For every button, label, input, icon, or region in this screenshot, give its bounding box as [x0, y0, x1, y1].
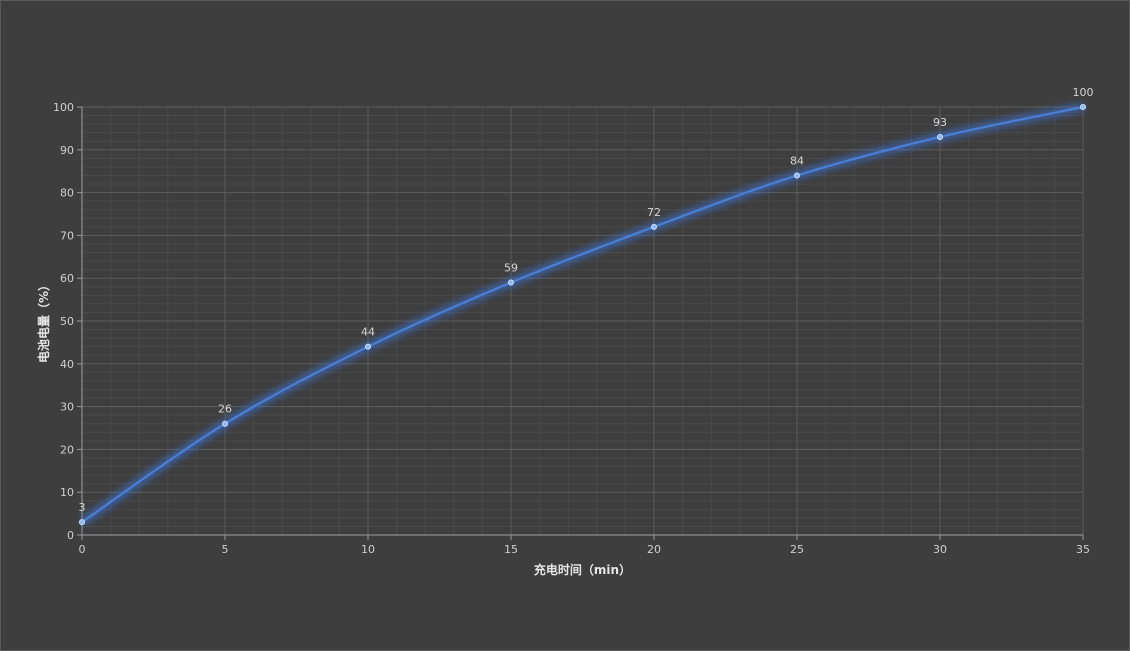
- y-tick-labels: 0 10 20 30 40 50 60 70 80 90 100: [53, 101, 74, 542]
- data-label: 72: [647, 206, 661, 219]
- x-tick-label: 20: [647, 543, 661, 556]
- x-tick-label: 25: [790, 543, 804, 556]
- y-tick-label: 80: [60, 187, 74, 200]
- data-labels: 3 26 44 59 72 84 93 100: [79, 86, 1094, 514]
- data-label: 59: [504, 261, 518, 274]
- series-group: [79, 102, 1087, 526]
- y-tick-label: 60: [60, 272, 74, 285]
- x-tick-labels: 0 5 10 15 20 25 30 35: [79, 543, 1091, 556]
- y-tick-label: 20: [60, 443, 74, 456]
- y-tick-label: 70: [60, 229, 74, 242]
- data-point: [79, 519, 86, 526]
- data-label: 3: [79, 501, 86, 514]
- data-point: [651, 223, 658, 230]
- major-grid: [81, 106, 1084, 536]
- y-axis-title: 电池电量（%）: [36, 279, 51, 363]
- x-tick-label: 35: [1076, 543, 1090, 556]
- data-label: 93: [933, 116, 947, 129]
- x-tick-label: 0: [79, 543, 86, 556]
- data-point: [221, 420, 228, 427]
- y-tick-label: 40: [60, 358, 74, 371]
- x-axis-title: 充电时间（min）: [534, 562, 631, 577]
- y-tick-label: 90: [60, 144, 74, 157]
- data-point: [507, 279, 514, 286]
- series-line: [81, 105, 1084, 524]
- data-point: [1080, 104, 1087, 111]
- x-tick-label: 15: [504, 543, 518, 556]
- x-tick-label: 10: [361, 543, 375, 556]
- y-tick-label: 10: [60, 486, 74, 499]
- data-point: [364, 343, 371, 350]
- data-label: 44: [361, 326, 375, 339]
- y-tick-label: 50: [60, 315, 74, 328]
- axes: [77, 106, 1084, 540]
- data-point: [937, 133, 944, 140]
- y-tick-label: 100: [53, 101, 74, 114]
- series-line-glow: [79, 102, 1084, 526]
- x-tick-label: 5: [222, 543, 229, 556]
- data-point: [794, 172, 801, 179]
- data-label: 84: [790, 154, 804, 167]
- data-label: 26: [218, 403, 232, 416]
- data-label: 100: [1073, 86, 1094, 99]
- y-tick-label: 30: [60, 401, 74, 414]
- y-tick-label: 0: [67, 529, 74, 542]
- x-tick-label: 30: [933, 543, 947, 556]
